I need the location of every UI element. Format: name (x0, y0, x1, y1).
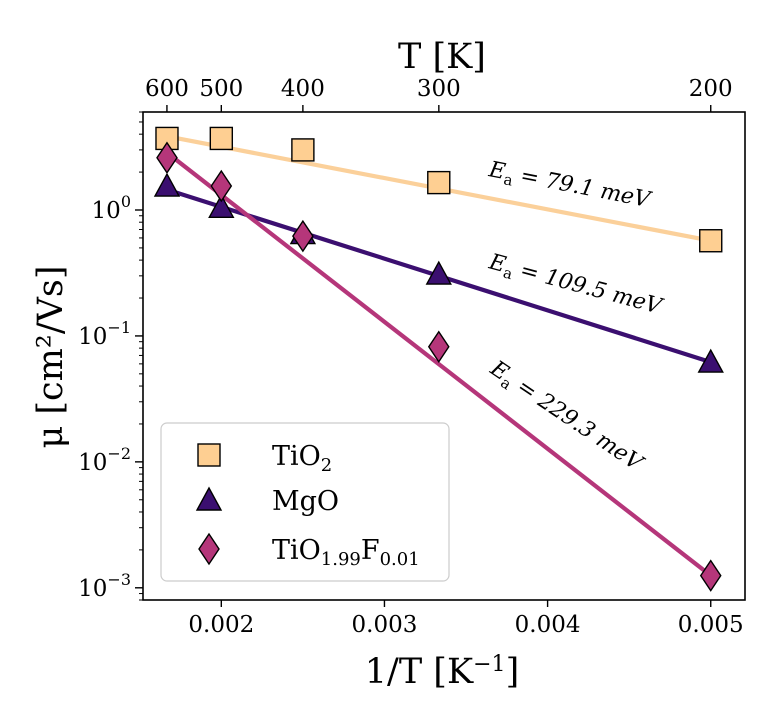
x-tick-label: 0.004 (515, 612, 581, 638)
fit-line (164, 150, 713, 578)
x-axis-title: 1/T [K−1] (365, 652, 519, 693)
diamond-marker (210, 169, 233, 203)
plot-area (142, 111, 746, 601)
triangle-marker (153, 172, 181, 197)
top-axis-title: T [K] (398, 37, 486, 77)
diamond-marker (699, 559, 722, 592)
x-axis-title-exponent: −1 (473, 652, 505, 677)
y-tick-label: 10−2 (78, 444, 131, 476)
top-tick-label: 300 (417, 76, 461, 102)
legend-diamond-marker (198, 532, 220, 566)
diamond-marker (427, 330, 450, 364)
square-marker (699, 229, 723, 253)
top-axis: 600 500 400 300 200 (145, 76, 733, 112)
legend-triangle-marker (195, 486, 223, 511)
data-markers (153, 126, 724, 592)
y-tick-label: 10−3 (78, 570, 131, 602)
legend-label: TiO1.99F0.01 (272, 535, 420, 570)
square-marker (291, 138, 315, 162)
top-tick-label: 500 (199, 76, 243, 102)
y-tick-label: 100 (92, 192, 131, 224)
square-marker (209, 126, 234, 151)
y-axis: 100 10−1 10−2 10−3 (78, 111, 143, 602)
activation-energy-label: Ea = 109.5 meV (485, 249, 666, 323)
y-axis-title: μ [cm²/Vs] (31, 265, 71, 448)
diamond-marker (292, 219, 314, 253)
x-tick-label: 0.005 (678, 612, 744, 638)
top-tick-label: 200 (689, 76, 733, 102)
legend-box (160, 422, 450, 582)
legend: TiO2 MgO TiO1.99F0.01 (160, 422, 450, 582)
activation-energy-label: Ea = 79.1 meV (485, 157, 654, 216)
diamond-marker (156, 141, 178, 174)
legend-label: TiO2 (272, 441, 332, 476)
triangle-marker (208, 193, 235, 219)
x-tick-label: 0.003 (352, 612, 418, 638)
triangle-marker (425, 260, 452, 285)
top-tick-label: 400 (281, 76, 325, 102)
bottom-axis: 0.002 0.003 0.004 0.005 (188, 600, 744, 638)
triangle-marker (697, 348, 724, 373)
legend-square-marker (197, 443, 221, 467)
legend-label: MgO (272, 486, 339, 517)
top-tick-label: 600 (145, 76, 189, 102)
square-marker (427, 170, 451, 195)
y-tick-label: 10−1 (78, 318, 131, 350)
x-tick-label: 0.002 (188, 612, 254, 638)
